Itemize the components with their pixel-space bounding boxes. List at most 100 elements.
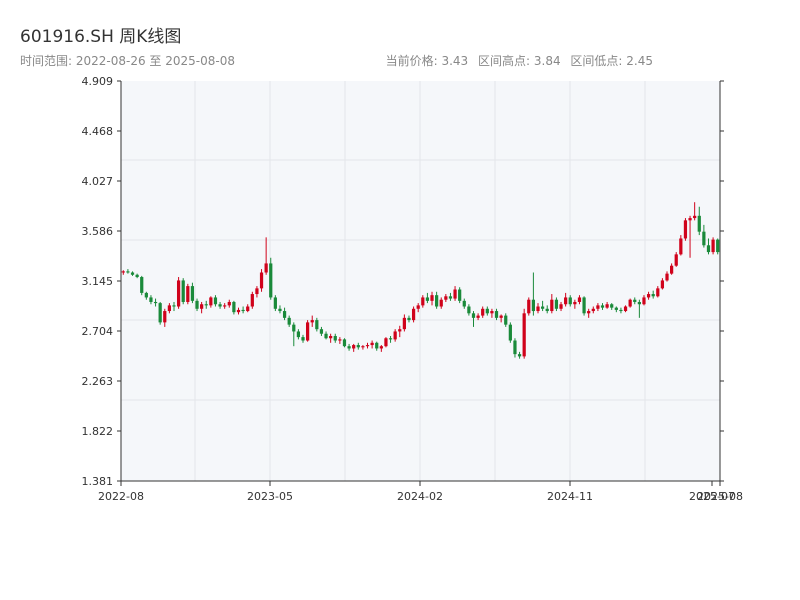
candle — [301, 334, 305, 343]
candle-body — [278, 308, 282, 312]
candle-body — [623, 306, 628, 312]
candle — [347, 343, 351, 351]
candle — [697, 206, 701, 236]
candle — [352, 343, 356, 352]
date-range: 时间范围: 2022-08-26 至 2025-08-08 — [20, 54, 235, 68]
candle — [250, 291, 254, 309]
candle — [559, 301, 563, 312]
candle — [140, 275, 144, 296]
candle-body — [435, 295, 439, 307]
candle — [130, 271, 135, 276]
y-tick-label: 1.381 — [82, 475, 114, 488]
candle — [287, 315, 291, 327]
candle-body — [642, 297, 646, 305]
candle-body — [444, 296, 448, 300]
candle-body — [388, 338, 393, 340]
candle-body — [564, 297, 568, 305]
candle — [494, 308, 499, 321]
candle — [490, 308, 494, 318]
candle-body — [582, 297, 586, 314]
candle — [195, 298, 199, 312]
candle — [536, 303, 540, 314]
candle-body — [259, 272, 264, 289]
candle — [416, 303, 420, 313]
candle-body — [255, 288, 259, 295]
candle — [670, 263, 674, 275]
candle — [471, 311, 476, 327]
candle — [365, 342, 370, 349]
candle — [614, 306, 618, 313]
candle-body — [646, 294, 651, 298]
candle-body — [329, 335, 333, 339]
y-tick-label: 4.027 — [82, 175, 114, 188]
candle-body — [407, 317, 411, 321]
x-tick-label: 2025-08 — [697, 490, 743, 503]
candle-body — [232, 301, 236, 313]
candle-body — [176, 280, 181, 307]
candle — [393, 329, 397, 342]
candle — [121, 270, 125, 275]
candle — [361, 345, 365, 350]
candle-body — [481, 308, 485, 316]
candle-body — [126, 271, 130, 273]
candle — [573, 299, 577, 309]
candle-body — [550, 299, 554, 312]
candle — [467, 304, 471, 316]
candle-body — [545, 308, 549, 312]
candle — [163, 308, 167, 327]
candle-body — [499, 315, 503, 318]
candle — [338, 337, 342, 344]
candle — [674, 252, 678, 267]
candle-body — [637, 301, 641, 305]
candle — [421, 295, 425, 308]
candle — [545, 305, 549, 314]
candle-body — [144, 292, 148, 298]
candle — [711, 237, 715, 255]
y-tick-label: 4.468 — [82, 125, 114, 138]
candle — [481, 306, 485, 318]
price-stats: 当前价格: 3.43 区间高点: 3.84 区间低点: 2.45 — [386, 52, 653, 69]
candle — [683, 218, 688, 241]
range-low: 区间低点: 2.45 — [570, 54, 653, 68]
range-high: 区间高点: 3.84 — [478, 54, 561, 68]
candle-body — [315, 320, 319, 330]
candle — [153, 298, 158, 307]
candle-body — [264, 263, 268, 273]
candle-body — [591, 308, 595, 312]
candle-body — [633, 299, 637, 302]
candle — [619, 307, 623, 314]
candle-body — [370, 342, 374, 346]
candle — [508, 322, 512, 343]
candle — [292, 322, 296, 347]
candle — [499, 314, 503, 323]
candle-body — [195, 300, 199, 309]
candle-body — [135, 274, 139, 278]
candle — [144, 291, 148, 300]
current-price: 当前价格: 3.43 — [385, 54, 469, 68]
candle — [610, 303, 614, 310]
candle-body — [508, 324, 512, 341]
candle-body — [181, 280, 185, 302]
candle — [605, 301, 609, 309]
y-tick-label: 2.263 — [82, 375, 114, 388]
candle-body — [292, 324, 296, 332]
candle-body — [614, 307, 618, 310]
candle-body — [527, 299, 531, 314]
candle — [379, 345, 383, 352]
candle-body — [287, 317, 291, 325]
candle — [444, 294, 448, 302]
candle-body — [282, 311, 287, 318]
candle — [218, 301, 222, 309]
candle — [591, 306, 595, 314]
candle-body — [153, 301, 158, 304]
candle — [679, 235, 683, 256]
candle — [568, 295, 572, 307]
candle-body — [540, 306, 545, 309]
candle — [453, 286, 457, 301]
candle — [513, 338, 517, 358]
candle — [278, 305, 282, 314]
candle — [329, 333, 333, 343]
candle-body — [186, 286, 190, 302]
candle-body — [531, 299, 536, 312]
